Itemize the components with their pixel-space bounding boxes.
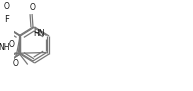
Text: NH: NH: [0, 43, 10, 52]
Text: O: O: [9, 40, 15, 49]
Text: O: O: [4, 2, 10, 11]
Text: O: O: [29, 2, 35, 11]
Text: HN: HN: [33, 29, 45, 38]
Text: O: O: [13, 59, 19, 68]
Text: F: F: [4, 15, 9, 24]
